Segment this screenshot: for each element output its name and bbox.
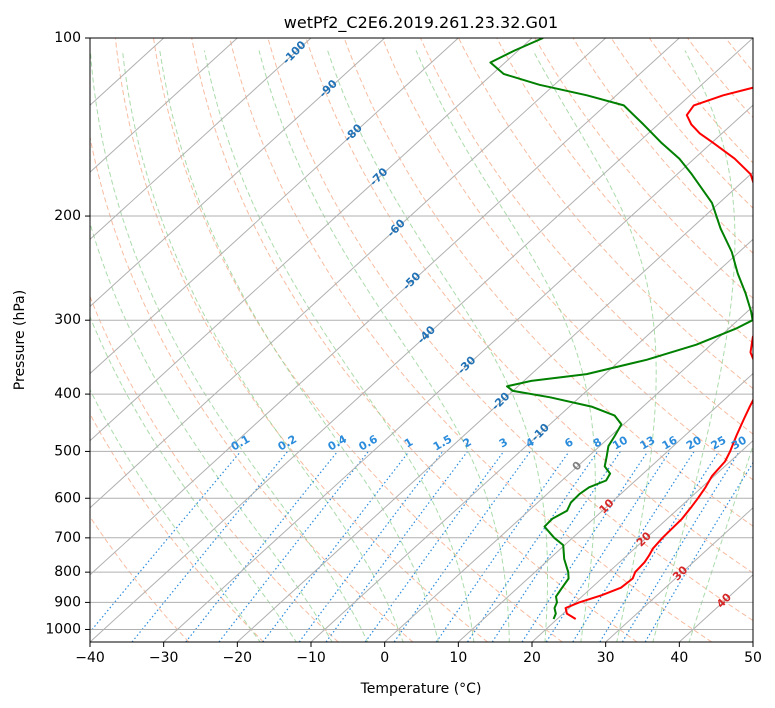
mixing-ratio-line <box>572 451 695 642</box>
isotherm <box>90 38 533 442</box>
moist-adiabat <box>688 444 753 642</box>
isotherm <box>310 238 753 642</box>
dry-adiabat <box>305 38 753 574</box>
x-tick-label: −40 <box>75 650 105 666</box>
chart-title: wetPf2_C2E6.2019.261.23.32.G01 <box>284 13 558 33</box>
dry-adiabat <box>114 38 488 642</box>
x-tick-label: −30 <box>149 650 179 666</box>
dry-adiabat <box>90 515 190 642</box>
isotherm <box>457 372 753 642</box>
profile-lines <box>489 38 753 620</box>
isotherm <box>90 38 312 241</box>
y-tick-label: 900 <box>54 594 81 610</box>
isotherm <box>90 38 459 375</box>
isotherm <box>90 38 753 642</box>
mixing-ratio-line <box>599 451 720 642</box>
dry-adiabat <box>381 38 753 481</box>
isotherm <box>236 171 753 642</box>
y-tick-label: 1000 <box>45 621 81 637</box>
x-tick-label: 30 <box>597 650 615 666</box>
moist-adiabat <box>159 50 440 642</box>
y-tick-label: 800 <box>54 564 81 580</box>
dry-adiabat <box>458 38 753 390</box>
dry-adiabat <box>496 38 753 344</box>
mixing-ratio-line <box>467 451 599 642</box>
x-tick-label: 10 <box>449 650 467 666</box>
moist-adiabat <box>415 50 596 642</box>
y-tick-label: 700 <box>54 530 81 546</box>
x-tick-label: 50 <box>744 650 762 666</box>
mixing-ratio-line <box>545 451 671 642</box>
dry-adiabat <box>610 38 753 209</box>
dry-adiabat <box>534 38 753 299</box>
dry-adiabat <box>229 38 712 642</box>
mixing-ratio-line <box>218 451 369 642</box>
isotherm <box>531 439 753 642</box>
y-tick-label: 400 <box>54 386 81 402</box>
moist-adiabat <box>203 50 475 642</box>
x-tick-label: 20 <box>523 650 541 666</box>
isotherm <box>384 305 753 642</box>
moist-adiabat <box>327 50 548 642</box>
mixing-ratio-line <box>364 451 505 642</box>
y-tick-label: 300 <box>54 312 81 328</box>
axis-ticks: −40 −30 −20 −10 0 10 20 30 40 50 100 200 300 400 500 60… <box>45 30 762 666</box>
mixing-ratio-line <box>644 461 753 642</box>
isotherm <box>163 104 753 642</box>
dry-adiabat <box>648 38 753 164</box>
mixing-ratio-line <box>393 451 531 642</box>
moist-adiabat <box>258 50 510 642</box>
moist-adiabat <box>532 50 657 642</box>
y-tick-label: 200 <box>54 208 81 224</box>
plot-frame <box>89 37 754 643</box>
x-tick-label: −20 <box>223 650 253 666</box>
x-tick-label: 40 <box>670 650 688 666</box>
x-axis-label: Temperature (°C) <box>360 681 482 697</box>
mixing-ratio-line <box>131 451 289 642</box>
y-axis-label: Pressure (hPa) <box>12 290 28 390</box>
isotherm <box>90 38 680 576</box>
y-tick-label: 100 <box>54 30 81 46</box>
dry-adiabat <box>343 38 753 527</box>
y-tick-label: 500 <box>54 443 81 459</box>
isotherm <box>90 38 238 173</box>
mixing-ratio-line <box>185 451 339 642</box>
moist-adiabat <box>652 50 736 642</box>
isotherm <box>605 507 753 642</box>
dry-adiabat <box>191 38 638 642</box>
dewpoint-profile-line <box>489 38 753 620</box>
temperature-profile-line <box>564 86 753 620</box>
mixing-ratio-line <box>435 451 570 642</box>
isotherm <box>90 38 607 509</box>
y-tick-label: 600 <box>54 490 81 506</box>
isotherm <box>90 38 386 308</box>
moist-adiabat <box>90 50 369 642</box>
dry-adiabat <box>267 38 753 622</box>
x-tick-label: −10 <box>296 650 326 666</box>
dry-adiabat <box>90 295 339 642</box>
background-lines <box>90 38 753 642</box>
moist-adiabat <box>122 50 404 642</box>
x-tick-label: 0 <box>380 650 389 666</box>
mixing-ratio-line <box>90 451 242 634</box>
